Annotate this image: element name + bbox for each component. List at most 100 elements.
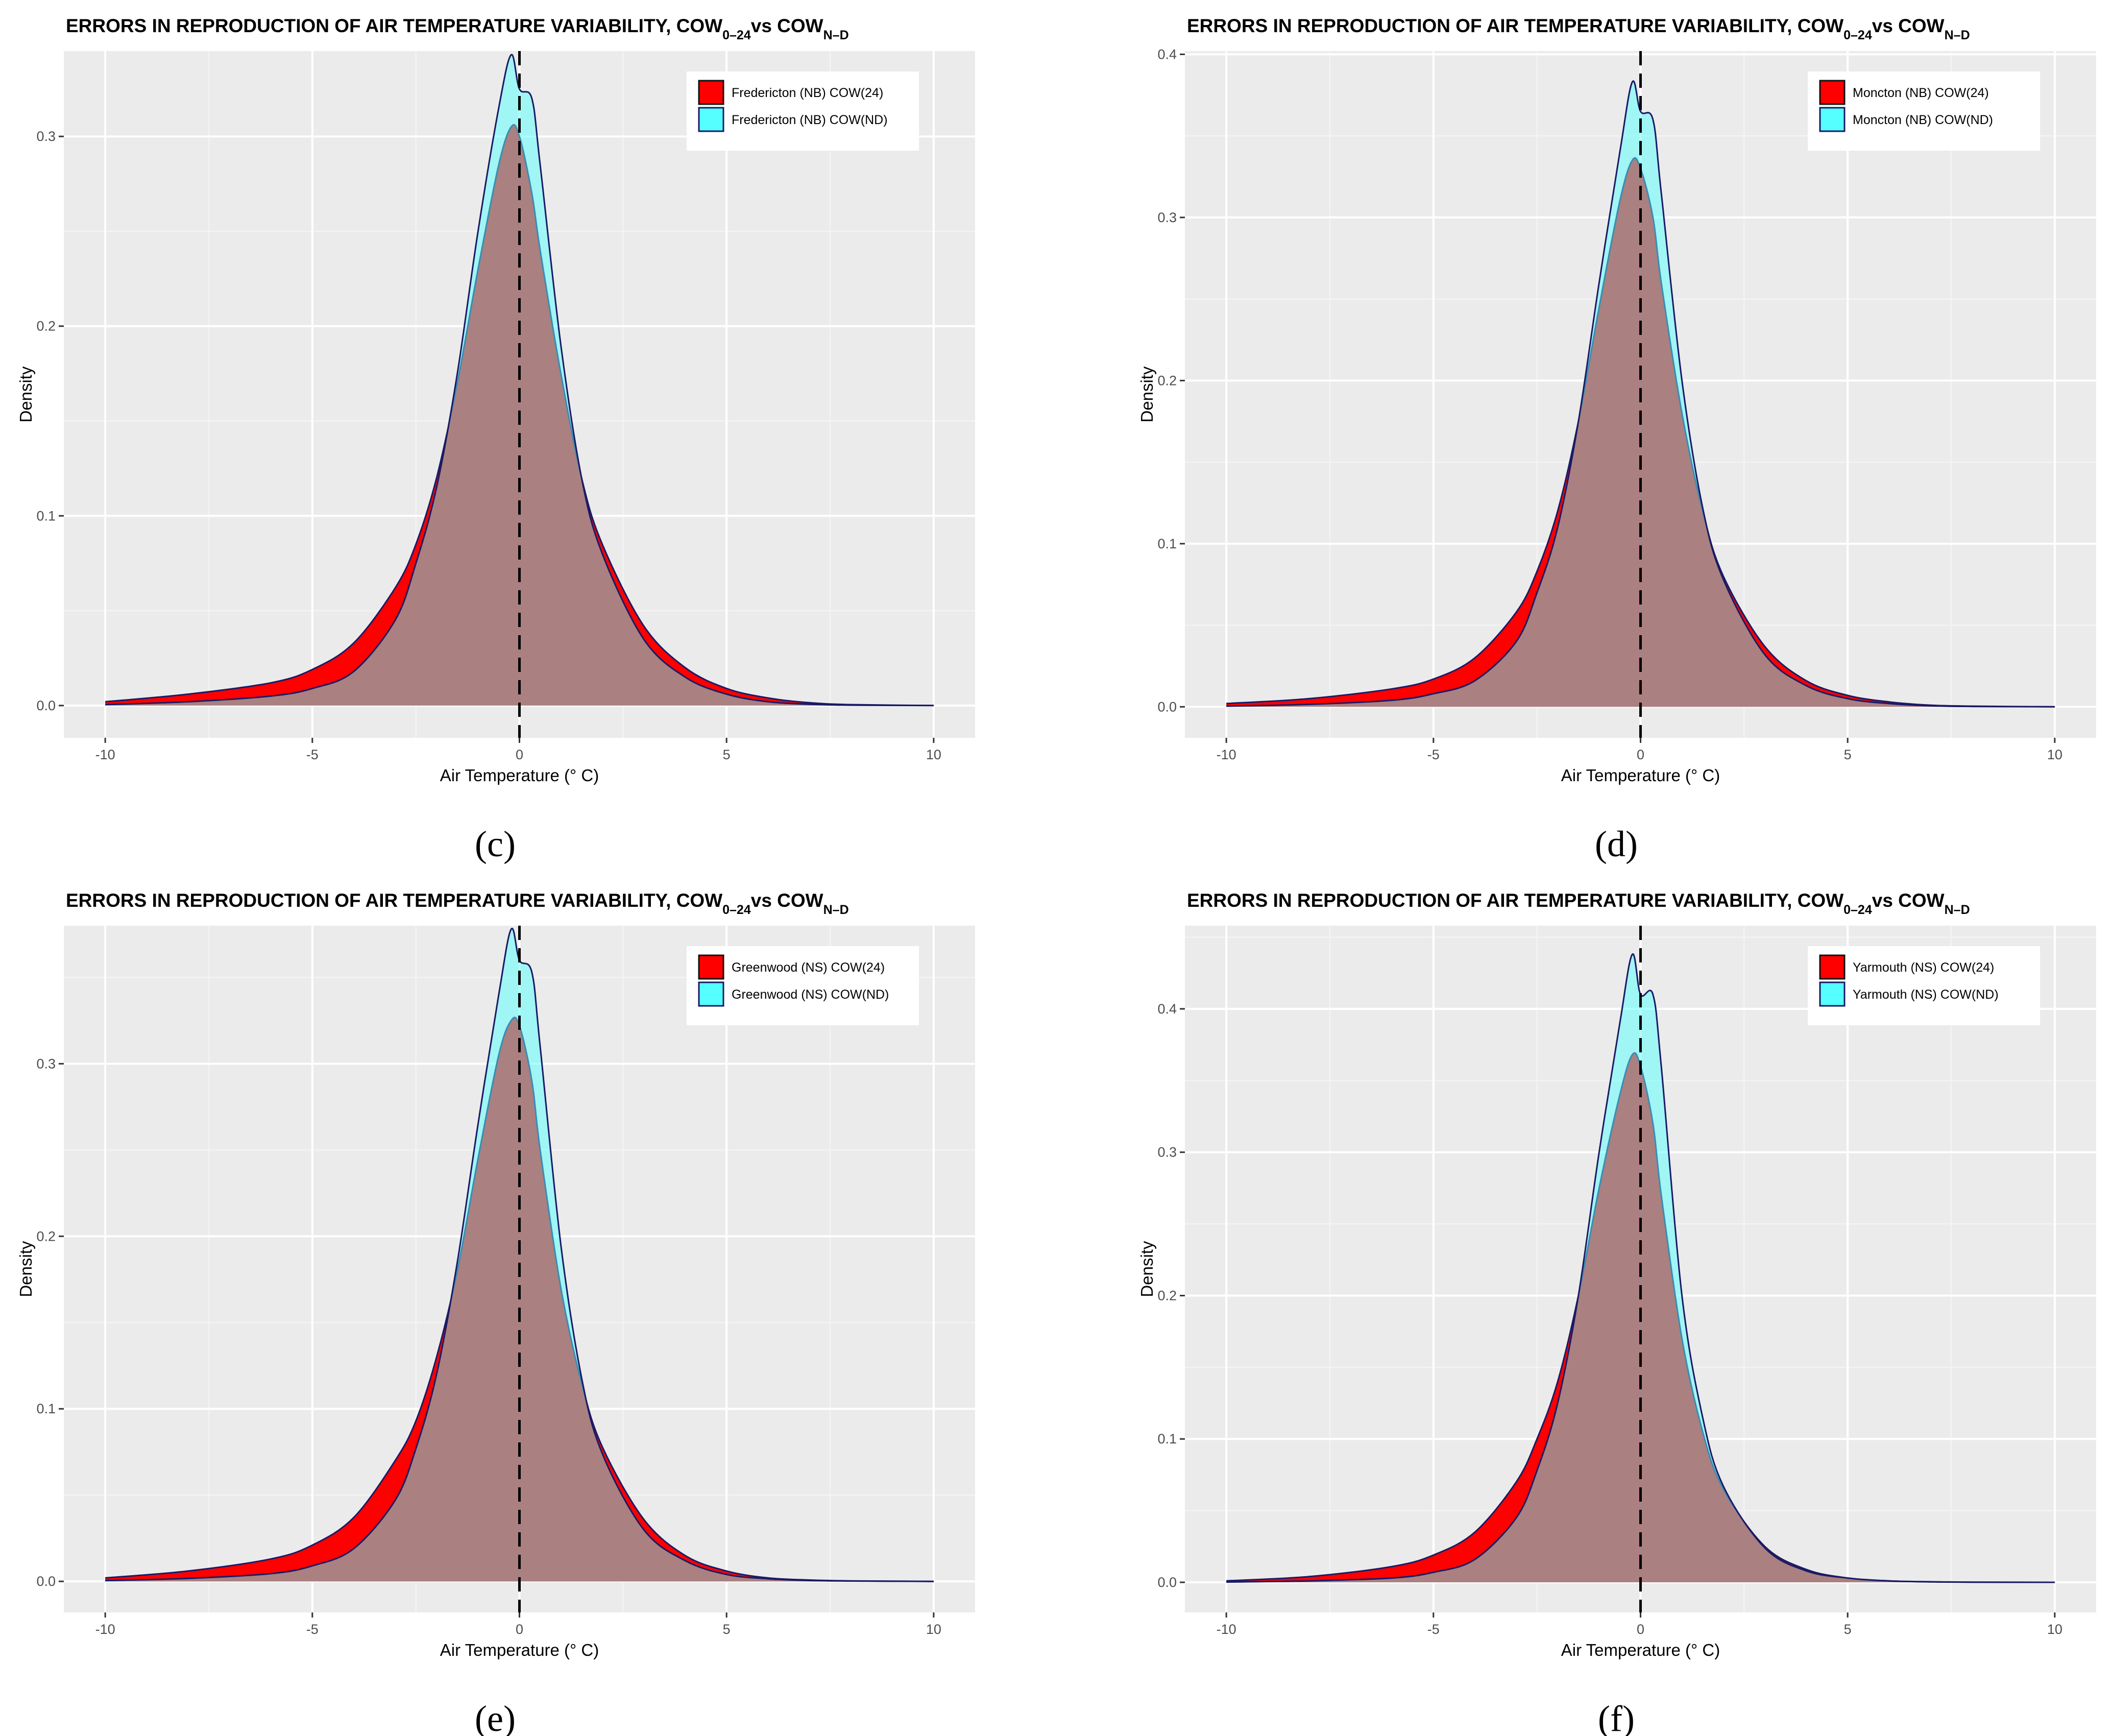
panel-d: ERRORS IN REPRODUCTION OF AIR TEMPERATUR… — [1137, 15, 2096, 864]
x-tick-label: 10 — [2047, 1622, 2062, 1637]
x-tick-label: 5 — [1844, 747, 1852, 762]
legend-background — [687, 71, 919, 151]
y-tick-label: 0.1 — [1157, 1431, 1177, 1446]
chart-title-main: ERRORS IN REPRODUCTION OF AIR TEMPERATUR… — [66, 890, 722, 911]
y-axis-title: Density — [1137, 1241, 1156, 1297]
y-tick-label: 0.3 — [36, 129, 56, 144]
legend-background — [1808, 71, 2040, 151]
x-axis-title: Air Temperature (° C) — [440, 766, 599, 785]
x-tick-label: 10 — [926, 747, 941, 762]
panel-e: ERRORS IN REPRODUCTION OF AIR TEMPERATUR… — [16, 890, 975, 1736]
legend-label-cow24: Greenwood (NS) COW(24) — [732, 960, 885, 975]
y-tick-label: 0.0 — [36, 698, 56, 713]
panel-caption: (d) — [1595, 824, 1638, 864]
y-tick-label: 0.3 — [1157, 1145, 1177, 1160]
legend-key-cow24 — [698, 954, 724, 980]
legend-background — [687, 946, 919, 1025]
legend-key-cow24 — [1819, 954, 1846, 980]
y-tick-label: 0.0 — [36, 1574, 56, 1589]
legend-label-cow24: Moncton (NB) COW(24) — [1853, 86, 1989, 100]
x-tick-label: -5 — [306, 747, 319, 762]
legend-key-cownd — [1819, 107, 1846, 132]
y-tick-label: 0.2 — [36, 319, 56, 334]
chart-title-sub2: N–D — [823, 28, 849, 42]
y-tick-label: 0.4 — [1157, 1001, 1177, 1017]
chart-title-sub1: 0–24 — [722, 28, 751, 42]
legend-key-cownd — [698, 107, 724, 132]
y-tick-label: 0.0 — [1157, 1575, 1177, 1590]
y-tick-label: 0.4 — [1157, 46, 1177, 62]
x-axis-title: Air Temperature (° C) — [1561, 766, 1720, 785]
legend: Yarmouth (NS) COW(24) Yarmouth (NS) COW(N… — [1808, 946, 2040, 1025]
x-tick-label: 10 — [926, 1622, 941, 1637]
panel-caption: (f) — [1598, 1698, 1635, 1736]
y-axis-title: Density — [16, 1241, 35, 1297]
legend-label-cownd: Greenwood (NS) COW(ND) — [732, 987, 889, 1002]
legend-key-cownd — [1819, 981, 1846, 1007]
x-tick-label: -10 — [95, 747, 115, 762]
plot-area — [64, 51, 975, 738]
y-axis-title: Density — [16, 366, 35, 423]
y-tick-label: 0.2 — [36, 1228, 56, 1244]
panel-caption: (e) — [475, 1698, 516, 1736]
legend-label-cownd: Moncton (NB) COW(ND) — [1853, 113, 1993, 127]
x-tick-label: -10 — [1217, 1622, 1236, 1637]
chart-title-sub1: 0–24 — [1843, 28, 1872, 42]
chart-title-main: ERRORS IN REPRODUCTION OF AIR TEMPERATUR… — [1187, 890, 1843, 911]
x-tick-label: -5 — [1427, 747, 1440, 762]
panel-caption: (c) — [475, 824, 516, 864]
density-area-cownd — [105, 928, 934, 1582]
x-tick-label: 5 — [1844, 1622, 1852, 1637]
x-axis-title: Air Temperature (° C) — [1561, 1641, 1720, 1659]
panel-f: ERRORS IN REPRODUCTION OF AIR TEMPERATUR… — [1137, 890, 2096, 1736]
y-tick-label: 0.1 — [36, 508, 56, 523]
x-tick-label: 0 — [1637, 747, 1644, 762]
y-tick-label: 0.3 — [36, 1056, 56, 1071]
x-tick-label: 10 — [2047, 747, 2062, 762]
x-tick-label: 0 — [1637, 1622, 1644, 1637]
chart-title-mid: vs COW — [751, 890, 823, 911]
chart-title-mid: vs COW — [1872, 15, 1945, 36]
x-tick-label: -10 — [1217, 747, 1236, 762]
chart-title-sub2: N–D — [823, 903, 849, 917]
chart-title-sub2: N–D — [1945, 28, 1970, 42]
panel-c: ERRORS IN REPRODUCTION OF AIR TEMPERATUR… — [16, 15, 975, 864]
legend-label-cow24: Yarmouth (NS) COW(24) — [1853, 960, 1994, 975]
chart-title-mid: vs COW — [751, 15, 823, 36]
legend-key-cow24 — [698, 80, 724, 105]
x-tick-label: -5 — [306, 1622, 319, 1637]
chart-title-main: ERRORS IN REPRODUCTION OF AIR TEMPERATUR… — [1187, 15, 1843, 36]
legend-key-cownd — [698, 981, 724, 1007]
chart-title-sub2: N–D — [1945, 903, 1970, 917]
chart-title: ERRORS IN REPRODUCTION OF AIR TEMPERATUR… — [1187, 890, 1970, 917]
plot-area — [1185, 926, 2096, 1612]
x-tick-label: -5 — [1427, 1622, 1440, 1637]
density-area-cownd — [105, 54, 934, 706]
x-tick-label: 5 — [723, 1622, 731, 1637]
chart-title: ERRORS IN REPRODUCTION OF AIR TEMPERATUR… — [66, 890, 849, 917]
density-outline-cownd — [1226, 953, 2055, 1583]
legend: Greenwood (NS) COW(24) Greenwood (NS) COW… — [687, 946, 919, 1025]
x-tick-label: 0 — [516, 1622, 523, 1637]
x-tick-label: -10 — [95, 1622, 115, 1637]
y-axis-title: Density — [1137, 366, 1156, 423]
chart-title-sub1: 0–24 — [1843, 903, 1872, 917]
x-tick-label: 0 — [516, 747, 523, 762]
legend: Moncton (NB) COW(24) Moncton (NB) COW(ND) — [1808, 71, 2040, 151]
legend: Fredericton (NB) COW(24) Fredericton (NB)… — [687, 71, 919, 151]
chart-title-main: ERRORS IN REPRODUCTION OF AIR TEMPERATUR… — [66, 15, 722, 36]
legend-label-cownd: Fredericton (NB) COW(ND) — [732, 113, 888, 127]
y-tick-label: 0.3 — [1157, 210, 1177, 225]
y-tick-label: 0.2 — [1157, 1288, 1177, 1303]
legend-background — [1808, 946, 2040, 1025]
chart-title-mid: vs COW — [1872, 890, 1945, 911]
chart-title-sub1: 0–24 — [722, 903, 751, 917]
legend-label-cow24: Fredericton (NB) COW(24) — [732, 86, 883, 100]
legend-key-cow24 — [1819, 80, 1846, 105]
y-tick-label: 0.0 — [1157, 699, 1177, 714]
y-tick-label: 0.2 — [1157, 373, 1177, 388]
chart-title: ERRORS IN REPRODUCTION OF AIR TEMPERATUR… — [1187, 15, 1970, 42]
plot-area — [1185, 51, 2096, 738]
y-tick-label: 0.1 — [1157, 536, 1177, 551]
